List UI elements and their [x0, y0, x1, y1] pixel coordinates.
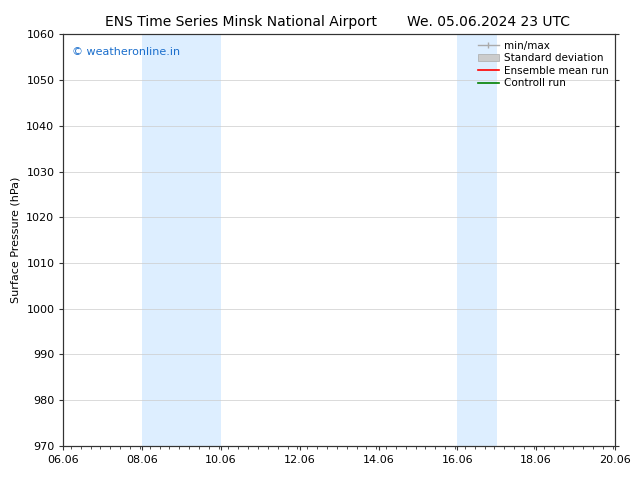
- Legend: min/max, Standard deviation, Ensemble mean run, Controll run: min/max, Standard deviation, Ensemble me…: [474, 36, 613, 93]
- Text: © weatheronline.in: © weatheronline.in: [72, 47, 180, 57]
- Text: We. 05.06.2024 23 UTC: We. 05.06.2024 23 UTC: [406, 15, 570, 29]
- Text: ENS Time Series Minsk National Airport: ENS Time Series Minsk National Airport: [105, 15, 377, 29]
- Bar: [142, 34, 221, 446]
- Bar: [457, 34, 497, 446]
- Y-axis label: Surface Pressure (hPa): Surface Pressure (hPa): [11, 177, 21, 303]
